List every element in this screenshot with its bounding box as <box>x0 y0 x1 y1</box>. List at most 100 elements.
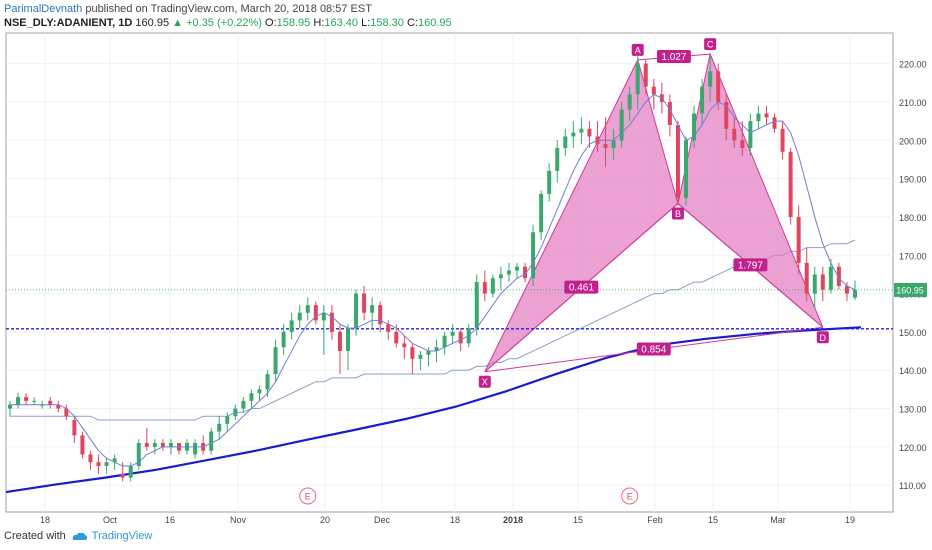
candle-body <box>539 193 544 233</box>
candle-body <box>136 443 141 467</box>
pattern-point-label: A <box>635 45 641 55</box>
x-tick-label: 19 <box>845 515 855 525</box>
ma-long-line <box>5 326 862 494</box>
candle-body <box>321 312 326 321</box>
ratio-label-box <box>733 258 768 272</box>
candle-body <box>120 473 125 478</box>
event-marker <box>299 487 317 505</box>
candle-body <box>96 462 101 467</box>
candle-body <box>571 132 576 137</box>
candle-body <box>104 462 109 467</box>
y-tick-label: 170.00 <box>899 251 927 261</box>
candle-body <box>523 266 528 279</box>
candle-body <box>700 86 705 114</box>
pattern-point-label: B <box>675 209 681 219</box>
x-tick-label: 15 <box>573 515 583 525</box>
x-tick-label: 20 <box>320 515 330 525</box>
candle-body <box>209 431 214 451</box>
candle-body <box>724 101 729 129</box>
candle-body <box>249 393 254 401</box>
candle-body <box>281 331 286 348</box>
candle-body <box>764 113 769 118</box>
low-label: L: <box>361 17 371 29</box>
candle-body <box>490 278 495 294</box>
last-price: 160.95 <box>135 17 170 29</box>
candle-body <box>587 128 592 137</box>
candle-body <box>708 71 713 87</box>
candle-body <box>273 347 278 375</box>
tradingview-brand[interactable]: TradingView <box>72 530 152 542</box>
y-tick-label: 180.00 <box>899 213 927 223</box>
candle-body <box>257 389 262 394</box>
candle-body <box>112 458 117 463</box>
candle-body <box>458 331 463 344</box>
candle-body <box>32 400 37 402</box>
candle-body <box>402 343 407 348</box>
price-change: +0.35 (+0.22%) <box>186 17 262 29</box>
x-tick-label: 2018 <box>503 515 523 525</box>
high-value: 163.40 <box>324 17 358 29</box>
candle-body <box>547 170 552 194</box>
candle-body <box>515 266 519 271</box>
author-name[interactable]: ParimalDevnath <box>4 3 83 15</box>
candle-body <box>651 86 656 95</box>
candle-body <box>16 397 21 405</box>
candle-body <box>128 466 133 478</box>
candle-body <box>772 117 777 129</box>
ratio-label-box <box>564 280 599 294</box>
close-value: 160.95 <box>417 17 452 29</box>
candle-body <box>193 443 198 455</box>
candle-body <box>804 262 809 294</box>
candle-body <box>740 140 745 148</box>
candle-body <box>442 335 447 348</box>
ma-slow-line <box>10 239 856 421</box>
x-tick-label: Dec <box>374 515 391 525</box>
candle-body <box>563 136 568 148</box>
candle-body <box>756 113 761 122</box>
y-tick-label: 140.00 <box>899 366 927 376</box>
candle-body <box>627 94 632 110</box>
candle-body <box>56 404 61 409</box>
event-marker-label: E <box>627 492 633 502</box>
candle-body <box>788 151 793 217</box>
candle-body <box>426 351 431 355</box>
x-tick-label: 15 <box>708 515 718 525</box>
candle-body <box>692 113 697 141</box>
candle-body <box>217 423 222 432</box>
pattern-point-c <box>704 38 717 51</box>
open-label: O: <box>265 17 277 29</box>
candle-body <box>812 274 817 294</box>
candle-body <box>410 347 415 359</box>
candle-body <box>450 331 455 336</box>
candle-body <box>474 282 479 329</box>
candle-body <box>362 293 367 313</box>
x-tick-label: Nov <box>230 515 247 525</box>
x-tick-label: 18 <box>40 515 50 525</box>
candle-body <box>80 435 85 455</box>
y-tick-label: 210.00 <box>899 98 927 108</box>
event-marker <box>621 487 639 505</box>
pattern-point-b <box>671 207 684 220</box>
last-price-badge-label: 160.95 <box>896 285 924 295</box>
candle-body <box>233 408 238 417</box>
candle-body <box>378 305 383 325</box>
created-with-text: Created with <box>4 530 66 542</box>
pattern-point-d <box>816 331 829 344</box>
candle-body <box>531 232 536 279</box>
candle-body <box>667 101 672 125</box>
x-tick-label: Oct <box>103 515 118 525</box>
candle-body <box>354 293 359 329</box>
pattern-point-x <box>478 375 491 388</box>
candle-body <box>346 328 350 352</box>
candle-body <box>313 305 318 321</box>
candle-body <box>289 320 294 332</box>
candle-body <box>370 305 375 313</box>
candle-body <box>337 331 342 352</box>
x-tick-label: 16 <box>165 515 175 525</box>
plot-frame <box>5 32 894 513</box>
y-tick-label: 110.00 <box>899 481 926 491</box>
footer: Created with TradingView <box>4 530 152 542</box>
pattern-point-label: X <box>482 377 488 387</box>
candle-body <box>828 266 833 290</box>
